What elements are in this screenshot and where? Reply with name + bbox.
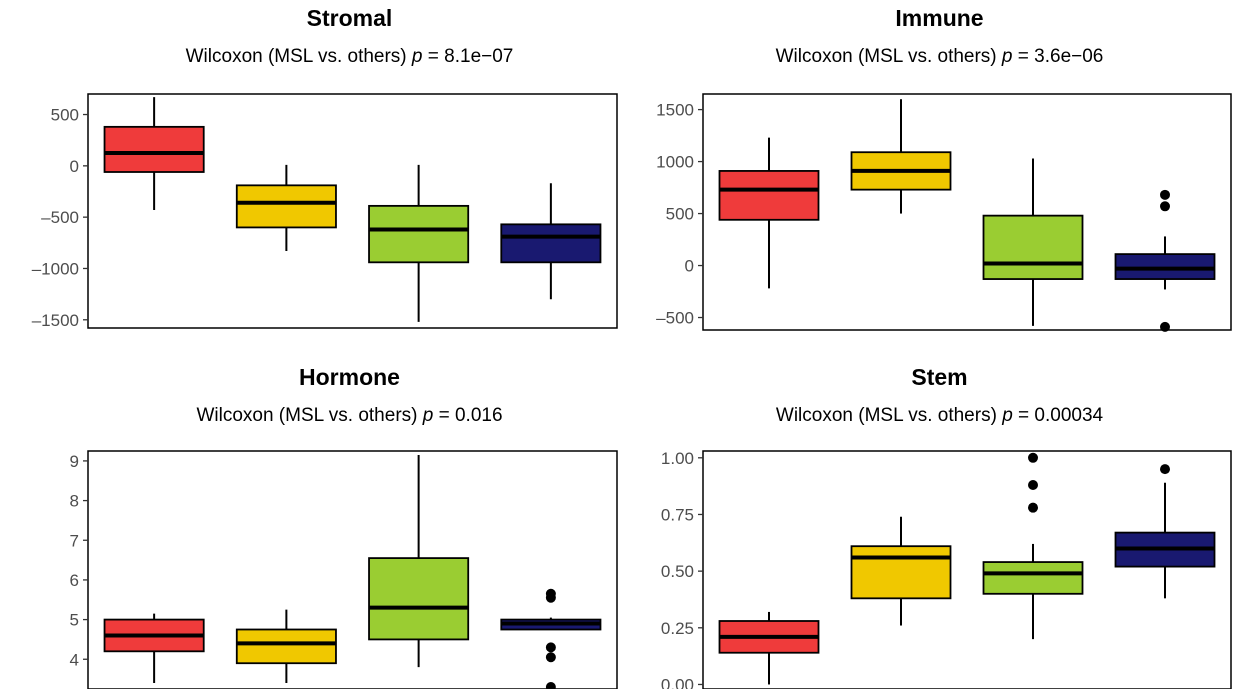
y-tick-label: 0.50 [661, 562, 694, 581]
outlier-point [545, 652, 556, 663]
y-tick-label: 9 [70, 452, 79, 471]
outlier-point [1028, 502, 1038, 513]
boxplot-immune: 1500 1000 500 0 –500 [656, 93, 1232, 332]
panel-subtitle: Wilcoxon (MSL vs. others) p = 8.1e−07 [185, 46, 514, 67]
outlier-point [1160, 201, 1170, 212]
panel-subtitle: Wilcoxon (MSL vs. others) p = 3.6e−06 [775, 46, 1104, 67]
boxplot-stem: 1.00 0.75 0.50 0.25 0.00 [661, 449, 1232, 689]
y-tick-label: –500 [41, 208, 79, 227]
y-tick-label: 500 [666, 205, 694, 224]
outlier-point [545, 592, 556, 603]
y-tick-label: –1000 [32, 259, 79, 278]
plot-frame [702, 450, 1232, 689]
y-tick-label: 500 [51, 106, 79, 125]
panel-title: Stromal [306, 5, 393, 31]
box-body [235, 184, 337, 229]
box-body [368, 204, 470, 264]
y-tick-label: 6 [70, 571, 79, 590]
y-tick-label: 1000 [656, 153, 694, 172]
y-tick-label: –1500 [32, 311, 79, 330]
box-body [368, 557, 470, 641]
plot-frame [702, 93, 1232, 331]
outlier-point [1160, 321, 1170, 332]
panel-subtitle: Wilcoxon (MSL vs. others) p = 0.00034 [775, 405, 1104, 426]
box-body [103, 125, 205, 173]
panel-hormone: Hormone Wilcoxon (MSL vs. others) p = 0.… [0, 345, 619, 689]
y-tick-label: 0.75 [661, 505, 694, 524]
panel-immune: Immune Wilcoxon (MSL vs. others) p = 3.6… [619, 0, 1238, 345]
outlier-point [1160, 464, 1170, 475]
outlier-point [545, 682, 556, 689]
y-tick-label: 4 [70, 650, 79, 669]
y-tick-label: 5 [70, 611, 79, 630]
box-body [500, 223, 602, 264]
y-tick-label: 0 [685, 257, 694, 276]
plot-frame [87, 450, 618, 689]
outlier-point [1028, 480, 1038, 490]
outlier-point [1028, 452, 1038, 463]
box-body [982, 561, 1084, 595]
box-body [850, 545, 952, 600]
y-tick-label: 0.00 [661, 675, 694, 689]
panel-title: Hormone [299, 364, 400, 390]
panel-title: Immune [895, 5, 984, 31]
box-body [982, 214, 1084, 280]
y-tick-label: 8 [70, 492, 79, 511]
box-body [235, 628, 337, 665]
y-tick-label: 7 [70, 531, 79, 550]
panel-stem: Stem Wilcoxon (MSL vs. others) p = 0.000… [619, 345, 1238, 689]
plot-frame [87, 93, 618, 329]
y-tick-label: –500 [656, 309, 694, 328]
y-tick-label: 0 [70, 157, 79, 176]
box-body [718, 170, 820, 221]
y-tick-label: 0.25 [661, 619, 694, 638]
panel-title: Stem [911, 364, 968, 390]
y-tick-label: 1.00 [661, 449, 694, 468]
y-tick-label: 1500 [656, 101, 694, 120]
boxplot-hormone: 9 8 7 6 5 4 [70, 450, 618, 689]
outlier-point [545, 642, 556, 653]
panel-stromal: Stromal Wilcoxon (MSL vs. others) p = 8.… [0, 0, 619, 345]
outlier-point [1160, 189, 1170, 200]
panel-subtitle: Wilcoxon (MSL vs. others) p = 0.016 [196, 405, 503, 426]
box-body [1114, 253, 1216, 280]
boxplot-stromal: 500 0 –500 –1000 –1500 [32, 93, 618, 330]
